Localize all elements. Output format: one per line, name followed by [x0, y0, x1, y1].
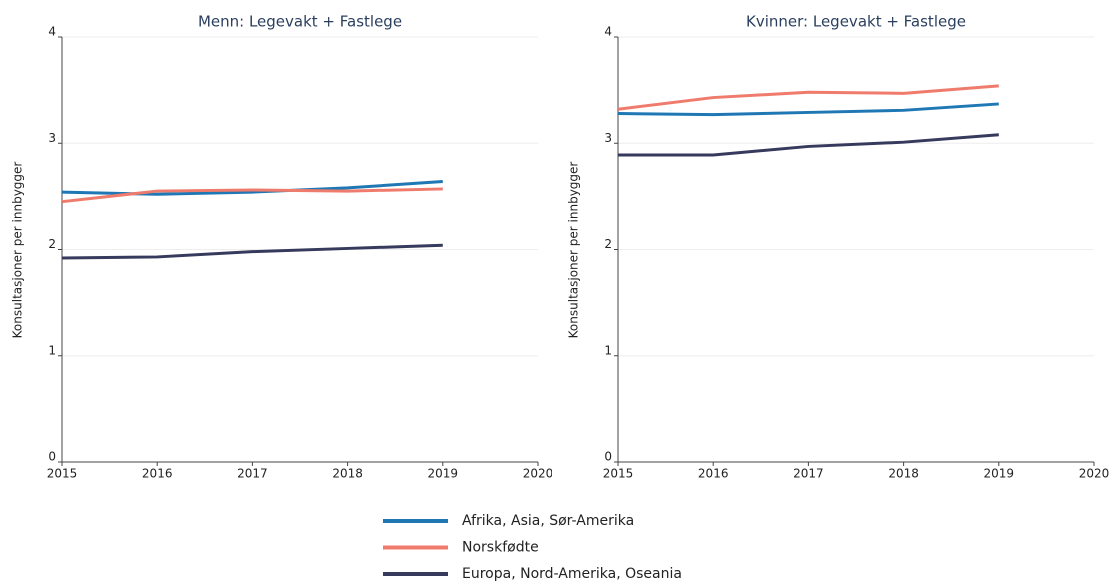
- x-tick-label: 2018: [888, 467, 919, 481]
- y-tick-label: 3: [48, 131, 56, 145]
- x-tick-label: 2017: [793, 467, 824, 481]
- y-tick-label: 4: [604, 25, 612, 39]
- y-tick-label: 0: [48, 450, 56, 464]
- y-tick-label: 3: [604, 131, 612, 145]
- x-tick-label: 2016: [698, 467, 729, 481]
- y-tick-label: 4: [48, 25, 56, 39]
- x-tick-label: 2019: [428, 467, 459, 481]
- x-tick-label: 2017: [237, 467, 268, 481]
- y-tick-label: 0: [604, 450, 612, 464]
- x-tick-label: 2019: [984, 467, 1015, 481]
- y-axis-label: Konsultasjoner per innbygger: [11, 162, 25, 339]
- legend-label: Afrika, Asia, Sør-Amerika: [462, 513, 634, 529]
- line: [61, 187, 443, 204]
- line: Europa, Nord-Amerika, Oseania: [618, 133, 999, 157]
- panel: Kvinner: Legevakt + Fastlege Konsultasjon…: [567, 13, 1110, 481]
- y-tick-label: 2: [48, 237, 56, 251]
- y-axis-label: Konsultasjoner per innbygger: [567, 162, 581, 339]
- chart-title: Kvinner: Legevakt + Fastlege: [746, 13, 966, 31]
- x-tick-label: 2016: [142, 467, 173, 481]
- legend: Afrika, Asia, Sør-Amerika Norskfødte Europ…: [383, 513, 682, 582]
- y-tick-label: 2: [604, 237, 612, 251]
- line: [61, 243, 443, 260]
- x-tick-label: 2020: [1079, 467, 1110, 481]
- y-tick-label: 1: [604, 343, 612, 357]
- panel: Menn: Legevakt + Fastlege Konsultasjoner …: [11, 13, 554, 481]
- x-tick-label: 2015: [603, 467, 634, 481]
- x-tick-label: 2015: [47, 467, 78, 481]
- chart-title: Menn: Legevakt + Fastlege: [198, 13, 402, 31]
- y-tick-label: 1: [48, 343, 56, 357]
- line: Norskfødte: [617, 84, 999, 111]
- x-tick-label: 2020: [523, 467, 554, 481]
- line: Afrika, Asia, Sør-Amerika: [617, 102, 999, 117]
- line: [61, 180, 443, 196]
- legend-label: Europa, Nord-Amerika, Oseania: [462, 566, 682, 582]
- legend-label: Norskfødte: [462, 540, 539, 556]
- x-tick-label: 2018: [332, 467, 363, 481]
